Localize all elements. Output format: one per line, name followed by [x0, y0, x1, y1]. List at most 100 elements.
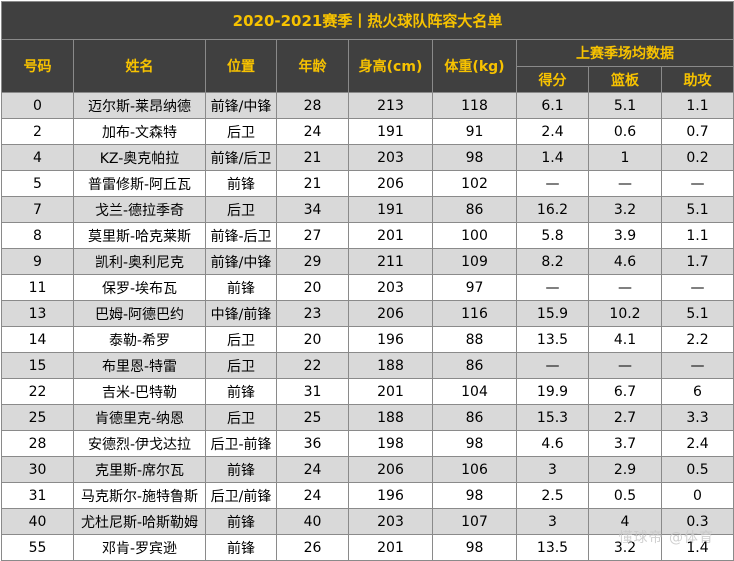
cell-points: —: [516, 274, 589, 301]
cell-rebounds: —: [588, 170, 662, 197]
cell-weight: 104: [432, 378, 517, 405]
cell-height: 196: [348, 326, 433, 353]
cell-rebounds: 0.6: [588, 118, 662, 145]
table-title: 2020-2021赛季丨热火球队阵容大名单: [0, 1, 734, 40]
table-row: 4 KZ-奥克帕拉 前锋/后卫 21 203 98 1.4 1 0.2: [1, 144, 734, 171]
cell-position: 后卫: [205, 352, 277, 379]
cell-position: 中锋/前锋: [205, 300, 277, 327]
cell-rebounds: 4: [588, 508, 662, 535]
cell-assists: 1.4: [660, 534, 734, 561]
table-row: 7 戈兰-德拉季奇 后卫 34 191 86 16.2 3.2 5.1: [1, 196, 734, 223]
table-row: 2 加布-文森特 后卫 24 191 91 2.4 0.6 0.7: [1, 118, 734, 145]
cell-weight: 116: [432, 300, 517, 327]
cell-number: 13: [1, 300, 74, 327]
cell-age: 24: [276, 118, 349, 145]
cell-position: 前锋: [205, 274, 277, 301]
cell-age: 31: [276, 378, 349, 405]
cell-assists: 1.7: [660, 248, 734, 275]
table-row: 25 肯德里克-纳恩 后卫 25 188 86 15.3 2.7 3.3: [1, 404, 734, 431]
cell-number: 15: [1, 352, 74, 379]
table-row: 28 安德烈-伊戈达拉 后卫-前锋 36 198 98 4.6 3.7 2.4: [1, 430, 734, 457]
cell-position: 后卫/前锋: [205, 482, 277, 509]
cell-name: 巴姆-阿德巴约: [73, 300, 206, 327]
cell-height: 206: [348, 456, 433, 483]
table-row: 0 迈尔斯-莱昂纳德 前锋/中锋 28 213 118 6.1 5.1 1.1: [1, 92, 734, 119]
cell-age: 23: [276, 300, 349, 327]
cell-assists: 2.2: [660, 326, 734, 353]
table-row: 31 马克斯尔-施特鲁斯 后卫/前锋 24 196 98 2.5 0.5 0: [1, 482, 734, 509]
cell-height: 213: [348, 92, 433, 119]
cell-height: 201: [348, 222, 433, 249]
header-age: 年龄: [276, 39, 349, 93]
cell-position: 前锋: [205, 170, 277, 197]
cell-name: 邓肯-罗宾逊: [73, 534, 206, 561]
cell-weight: 98: [432, 482, 517, 509]
cell-name: 肯德里克-纳恩: [73, 404, 206, 431]
cell-number: 5: [1, 170, 74, 197]
cell-assists: 5.1: [660, 300, 734, 327]
cell-position: 前锋: [205, 378, 277, 405]
cell-age: 20: [276, 326, 349, 353]
roster-body: 0 迈尔斯-莱昂纳德 前锋/中锋 28 213 118 6.1 5.1 1.1 2 加布-文森特 后卫…: [1, 92, 734, 561]
cell-assists: 0: [660, 482, 734, 509]
cell-position: 后卫: [205, 404, 277, 431]
table-row: 13 巴姆-阿德巴约 中锋/前锋 23 206 116 15.9 10.2 5.1: [1, 300, 734, 327]
cell-position: 前锋-后卫: [205, 222, 277, 249]
cell-height: 203: [348, 508, 433, 535]
cell-age: 26: [276, 534, 349, 561]
cell-assists: 0.7: [660, 118, 734, 145]
cell-rebounds: 3.2: [588, 534, 662, 561]
cell-number: 7: [1, 196, 74, 223]
cell-name: 克里斯-席尔瓦: [73, 456, 206, 483]
cell-age: 21: [276, 170, 349, 197]
cell-points: 16.2: [516, 196, 589, 223]
cell-height: 203: [348, 274, 433, 301]
table-row: 55 邓肯-罗宾逊 前锋 26 201 98 13.5 3.2 1.4: [1, 534, 734, 561]
cell-weight: 118: [432, 92, 517, 119]
cell-weight: 86: [432, 196, 517, 223]
cell-points: 4.6: [516, 430, 589, 457]
header-height: 身高(cm): [348, 39, 433, 93]
header-weight: 体重(kg): [432, 39, 517, 93]
table-row: 22 吉米-巴特勒 前锋 31 201 104 19.9 6.7 6: [1, 378, 734, 405]
cell-height: 198: [348, 430, 433, 457]
cell-weight: 88: [432, 326, 517, 353]
cell-number: 30: [1, 456, 74, 483]
cell-height: 211: [348, 248, 433, 275]
cell-name: 马克斯尔-施特鲁斯: [73, 482, 206, 509]
cell-height: 188: [348, 352, 433, 379]
cell-rebounds: 4.6: [588, 248, 662, 275]
cell-assists: 0.3: [660, 508, 734, 535]
cell-name: KZ-奥克帕拉: [73, 144, 206, 171]
cell-name: 戈兰-德拉季奇: [73, 196, 206, 223]
cell-name: 迈尔斯-莱昂纳德: [73, 92, 206, 119]
cell-weight: 102: [432, 170, 517, 197]
cell-name: 普雷修斯-阿丘瓦: [73, 170, 206, 197]
cell-assists: 5.1: [660, 196, 734, 223]
cell-name: 泰勒-希罗: [73, 326, 206, 353]
cell-age: 22: [276, 352, 349, 379]
cell-points: 13.5: [516, 534, 589, 561]
cell-name: 加布-文森特: [73, 118, 206, 145]
cell-rebounds: 10.2: [588, 300, 662, 327]
cell-age: 20: [276, 274, 349, 301]
cell-number: 40: [1, 508, 74, 535]
cell-name: 吉米-巴特勒: [73, 378, 206, 405]
cell-assists: —: [660, 274, 734, 301]
cell-weight: 98: [432, 144, 517, 171]
cell-weight: 100: [432, 222, 517, 249]
cell-name: 安德烈-伊戈达拉: [73, 430, 206, 457]
header-name: 姓名: [73, 39, 206, 93]
cell-rebounds: 5.1: [588, 92, 662, 119]
cell-number: 25: [1, 404, 74, 431]
cell-age: 24: [276, 482, 349, 509]
header-position: 位置: [205, 39, 277, 93]
cell-age: 27: [276, 222, 349, 249]
cell-rebounds: —: [588, 274, 662, 301]
cell-points: 2.5: [516, 482, 589, 509]
cell-height: 196: [348, 482, 433, 509]
cell-points: —: [516, 352, 589, 379]
cell-height: 201: [348, 534, 433, 561]
cell-points: 3: [516, 456, 589, 483]
